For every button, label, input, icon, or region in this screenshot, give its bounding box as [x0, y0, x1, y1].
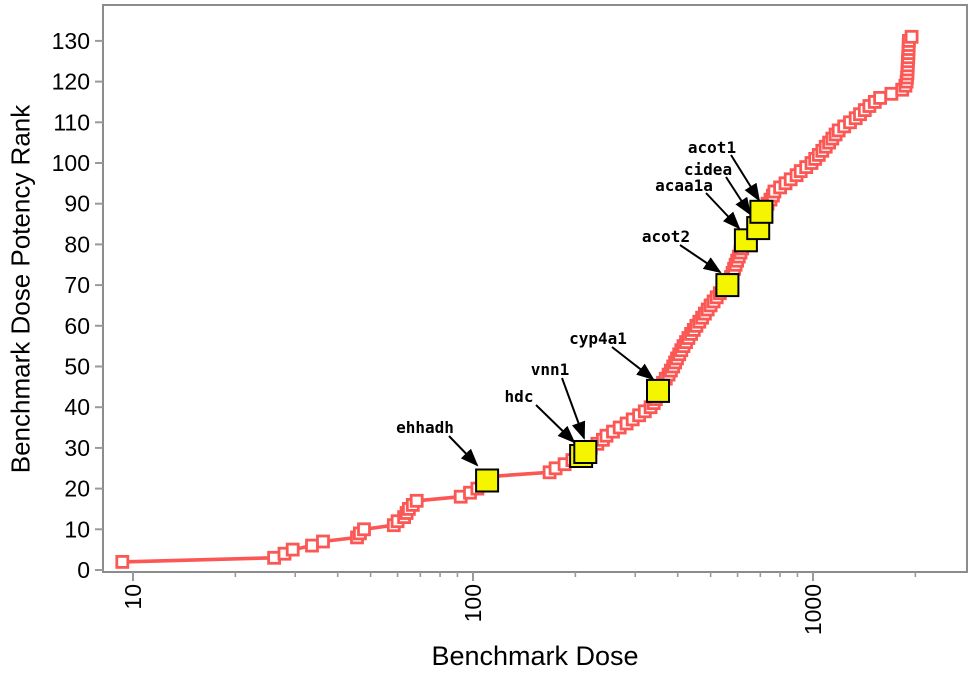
highlighted-gene-marker: [475, 468, 500, 493]
x-axis-title: Benchmark Dose: [431, 641, 639, 671]
y-tick-label: 0: [77, 557, 90, 583]
y-tick-label: 40: [64, 394, 90, 420]
y-tick-label: 100: [52, 150, 90, 176]
y-axis-title: Benchmark Dose Potency Rank: [5, 104, 36, 474]
y-tick-label: 80: [64, 231, 90, 257]
y-tick-label: 110: [53, 109, 90, 135]
highlighted-gene-marker: [715, 273, 740, 298]
gene-label-arrow: [448, 435, 479, 467]
gene-label-arrow: [611, 346, 655, 381]
x-tick-label: 10: [120, 584, 146, 610]
data-point-marker: [904, 29, 919, 44]
highlighted-gene-marker: [573, 440, 598, 464]
y-tick-label: 20: [64, 476, 90, 502]
data-point-marker: [884, 86, 899, 101]
gene-label: hdc: [505, 387, 534, 406]
y-tick-label: 30: [64, 435, 90, 461]
gene-label-arrow: [535, 404, 576, 444]
y-tick-label: 70: [64, 272, 90, 298]
gene-label-arrow: [679, 244, 722, 274]
gene-label-arrow: [725, 176, 752, 216]
gene-label: cyp4a1: [569, 329, 627, 348]
y-tick-label: 60: [64, 313, 90, 339]
gene-label: acot2: [642, 227, 690, 246]
y-tick-label: 10: [64, 516, 90, 542]
gene-label: ehhadh: [396, 418, 454, 437]
x-tick-label: 100: [460, 584, 486, 622]
plot-border: [102, 4, 968, 573]
gene-label: acaa1a: [655, 176, 713, 195]
highlighted-gene-marker: [749, 199, 774, 224]
highlighted-gene-marker: [646, 378, 670, 403]
gene-label-arrow: [561, 377, 586, 440]
data-point-marker: [316, 534, 330, 549]
data-point-marker: [115, 555, 130, 569]
gene-label: cidea: [684, 160, 732, 179]
data-point-marker: [409, 493, 424, 508]
gene-label-arrow: [705, 192, 741, 230]
gene-label: vnn1: [531, 360, 570, 379]
data-point-marker: [357, 522, 371, 537]
data-point-marker: [873, 91, 887, 105]
y-tick-label: 120: [52, 69, 90, 95]
y-tick-label: 130: [52, 28, 90, 54]
y-tick-label: 50: [64, 354, 90, 380]
x-tick-label: 1000: [800, 584, 826, 635]
gene-label-arrow: [730, 154, 761, 202]
gene-label: acot1: [688, 138, 736, 157]
data-point-marker: [285, 542, 300, 557]
y-tick-label: 90: [64, 191, 90, 217]
data-point-marker: [305, 538, 319, 553]
